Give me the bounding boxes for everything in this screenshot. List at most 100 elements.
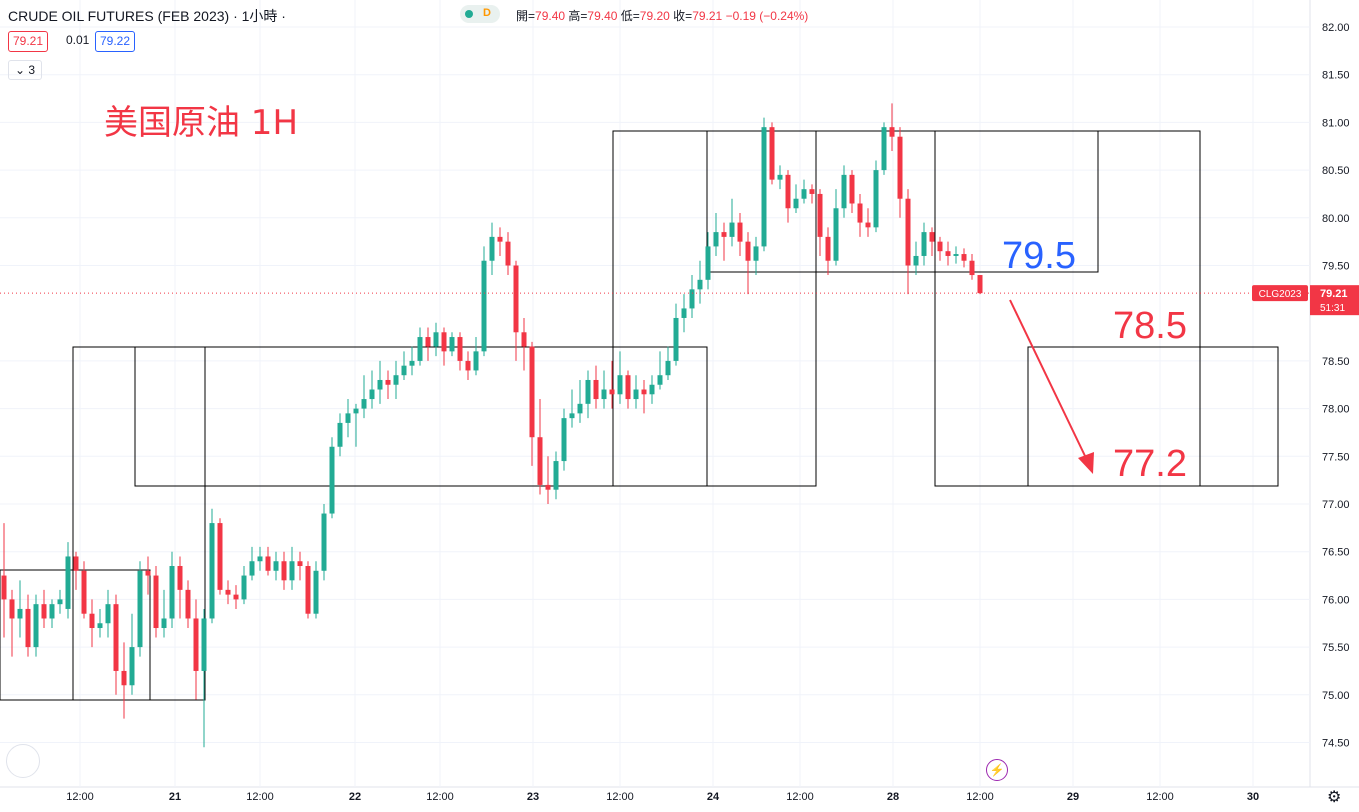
indicators-toggle[interactable]: ⌄ 3 — [8, 60, 43, 80]
countdown-label: 51:31 — [1320, 303, 1345, 314]
candle-body — [841, 174, 847, 209]
candle-body — [537, 437, 543, 485]
candle-body — [289, 561, 295, 581]
candle-body — [129, 647, 135, 686]
candle-body — [785, 174, 791, 209]
candle-body — [241, 575, 247, 600]
x-tick-label: 24 — [707, 791, 720, 803]
candle-body — [977, 275, 983, 294]
candle-body — [833, 208, 839, 261]
x-tick-label: 12:00 — [1146, 791, 1174, 803]
candle-body — [153, 575, 159, 629]
gear-icon[interactable]: ⚙ — [1327, 789, 1342, 806]
candle-body — [313, 570, 319, 614]
drawn-rectangle — [134, 346, 708, 487]
x-tick-label: 12:00 — [966, 791, 994, 803]
candle-body — [1, 575, 7, 600]
candle-body — [193, 618, 199, 671]
last-price-badge-bg — [1310, 285, 1359, 316]
candle-body — [777, 174, 783, 180]
candle-body — [65, 556, 71, 609]
candle-body — [273, 561, 279, 571]
symbol-title[interactable]: CRUDE OIL FUTURES (FEB 2023) · 1小時 · — [8, 8, 286, 24]
candle-body — [345, 413, 351, 423]
low-value: 79.20 — [639, 9, 670, 23]
y-tick-label: 80.50 — [1322, 165, 1350, 177]
candle-body — [297, 561, 303, 567]
candle-body — [577, 403, 583, 414]
candle-body — [473, 351, 479, 371]
candle-body — [457, 337, 463, 361]
candle-body — [953, 254, 959, 256]
y-tick-label: 81.00 — [1322, 117, 1350, 129]
sell-button[interactable]: 79.21 — [8, 31, 49, 52]
candle-body — [673, 317, 679, 361]
candle-body — [169, 566, 175, 619]
candle-body — [329, 446, 335, 514]
candle-body — [753, 246, 759, 261]
drawn-rectangle — [706, 130, 1099, 273]
candle-body — [33, 604, 39, 648]
candle-body — [897, 136, 903, 199]
candle-body — [905, 198, 911, 266]
trend-arrow-line — [1009, 299, 1087, 459]
x-tick-label: 23 — [527, 791, 539, 803]
candle-body — [89, 613, 95, 629]
candle-body — [609, 389, 615, 395]
ohlc-legend: 開=79.40 高=79.40 低=79.20 收=79.21 −0.19 (−… — [516, 7, 808, 24]
candle-body — [417, 337, 423, 361]
candle-body — [25, 608, 31, 648]
candle-body — [49, 604, 55, 619]
candle-body — [633, 389, 639, 400]
market-status-pill[interactable]: D — [460, 5, 500, 23]
candle-body — [721, 232, 727, 237]
candle-body — [425, 337, 431, 347]
candle-body — [409, 360, 415, 366]
y-tick-label: 79.50 — [1322, 261, 1350, 273]
candle-body — [177, 566, 183, 590]
candle-body — [401, 365, 407, 376]
annotation-target-2: 78.5 — [1113, 305, 1187, 347]
candle-body — [825, 236, 831, 261]
scroll-button[interactable] — [6, 744, 40, 778]
candle-body — [665, 360, 671, 376]
change-value: −0.19 (−0.24%) — [725, 9, 809, 23]
candle-body — [945, 251, 951, 256]
candle-body — [569, 413, 575, 419]
candle-body — [745, 241, 751, 261]
y-tick-label: 81.50 — [1322, 70, 1350, 82]
x-tick-label: 21 — [169, 791, 181, 803]
candle-body — [265, 556, 271, 571]
candle-body — [873, 170, 879, 228]
x-tick-label: 12:00 — [426, 791, 454, 803]
candle-body — [857, 203, 863, 223]
candle-body — [353, 408, 359, 414]
candle-body — [593, 379, 599, 400]
open-value: 79.40 — [535, 9, 566, 23]
candle-body — [969, 260, 975, 276]
candle-body — [305, 566, 311, 614]
y-tick-label: 77.50 — [1322, 451, 1350, 463]
buy-button[interactable]: 79.22 — [95, 31, 136, 52]
symbol-badge-bg — [1252, 285, 1308, 302]
y-tick-label: 77.00 — [1322, 499, 1350, 511]
candle-body — [249, 561, 255, 576]
candle-body — [729, 222, 735, 237]
candle-body — [737, 222, 743, 242]
candle-body — [489, 236, 495, 261]
x-tick-label: 12:00 — [246, 791, 274, 803]
y-tick-label: 82.00 — [1322, 22, 1350, 34]
candle-body — [881, 127, 887, 171]
flash-icon[interactable]: ⚡ — [986, 759, 1008, 781]
candle-body — [769, 127, 775, 180]
arrow-head-icon — [1078, 452, 1094, 474]
candle-body — [553, 461, 559, 490]
candle-body — [121, 670, 127, 686]
candle-body — [649, 384, 655, 395]
candle-body — [617, 375, 623, 395]
x-tick-label: 30 — [1247, 791, 1259, 803]
candle-body — [161, 618, 167, 629]
candle-body — [689, 289, 695, 309]
candle-body — [793, 198, 799, 209]
